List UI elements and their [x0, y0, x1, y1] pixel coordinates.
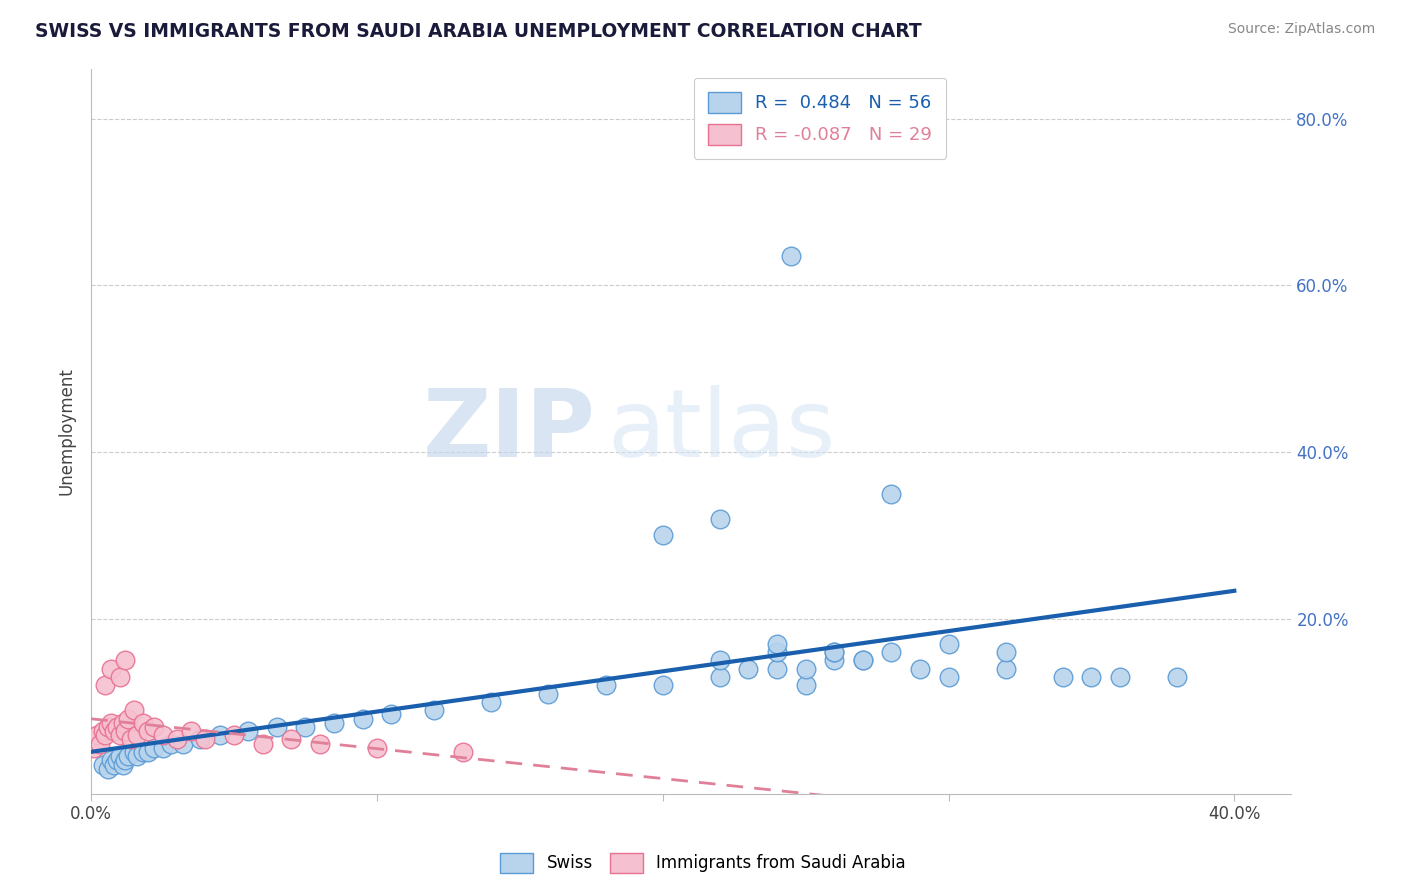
Point [766, 637, 789, 651]
Point [108, 728, 131, 742]
Point [180, 724, 202, 739]
Point [108, 749, 131, 764]
Point [880, 645, 903, 659]
Point [103, 724, 125, 739]
Legend: R =  0.484   N = 56, R = -0.087   N = 29: R = 0.484 N = 56, R = -0.087 N = 29 [693, 78, 946, 159]
Point [194, 732, 217, 747]
Point [94, 728, 117, 742]
Point [188, 732, 211, 747]
Point [97, 762, 120, 776]
Point [794, 678, 817, 692]
Point [111, 715, 134, 730]
Point [366, 740, 388, 755]
Point [160, 737, 183, 751]
Point [143, 720, 166, 734]
Point [780, 249, 803, 263]
Point [994, 662, 1017, 676]
Point [709, 511, 731, 525]
Point [100, 662, 122, 676]
Point [479, 695, 502, 709]
Point [709, 653, 731, 667]
Point [766, 645, 789, 659]
Point [1109, 670, 1132, 684]
Point [117, 749, 139, 764]
Point [651, 528, 673, 542]
Point [152, 728, 174, 742]
Point [125, 749, 148, 764]
Point [105, 753, 128, 767]
Point [100, 753, 122, 767]
Point [105, 720, 128, 734]
Point [114, 724, 136, 739]
Point [1166, 670, 1188, 684]
Point [323, 715, 346, 730]
Point [537, 687, 560, 701]
Point [172, 737, 194, 751]
Text: Source: ZipAtlas.com: Source: ZipAtlas.com [1227, 22, 1375, 37]
Point [166, 732, 188, 747]
Point [136, 724, 159, 739]
Point [120, 732, 142, 747]
Legend: Swiss, Immigrants from Saudi Arabia: Swiss, Immigrants from Saudi Arabia [494, 847, 912, 880]
Text: atlas: atlas [607, 385, 835, 477]
Point [352, 712, 374, 726]
Point [938, 637, 960, 651]
Point [222, 728, 245, 742]
Point [117, 712, 139, 726]
Point [595, 678, 617, 692]
Point [143, 740, 166, 755]
Point [94, 678, 117, 692]
Point [1080, 670, 1102, 684]
Point [451, 745, 474, 759]
Point [131, 745, 153, 759]
Point [794, 662, 817, 676]
Point [938, 670, 960, 684]
Point [423, 703, 446, 717]
Point [280, 732, 302, 747]
Point [86, 728, 108, 742]
Point [1052, 670, 1074, 684]
Point [97, 720, 120, 734]
Point [131, 715, 153, 730]
Point [651, 678, 673, 692]
Point [308, 737, 330, 751]
Point [709, 670, 731, 684]
Point [108, 670, 131, 684]
Point [766, 662, 789, 676]
Point [294, 720, 316, 734]
Point [89, 737, 111, 751]
Point [908, 662, 931, 676]
Point [100, 715, 122, 730]
Point [852, 653, 875, 667]
Point [83, 740, 105, 755]
Point [136, 745, 159, 759]
Point [252, 737, 274, 751]
Point [852, 653, 875, 667]
Point [238, 724, 260, 739]
Point [91, 724, 114, 739]
Point [737, 662, 759, 676]
Point [380, 707, 402, 722]
Point [823, 653, 845, 667]
Text: ZIP: ZIP [422, 385, 595, 477]
Point [122, 745, 145, 759]
Point [114, 653, 136, 667]
Point [91, 757, 114, 772]
Point [823, 645, 845, 659]
Y-axis label: Unemployment: Unemployment [58, 368, 75, 495]
Point [823, 645, 845, 659]
Point [103, 757, 125, 772]
Text: SWISS VS IMMIGRANTS FROM SAUDI ARABIA UNEMPLOYMENT CORRELATION CHART: SWISS VS IMMIGRANTS FROM SAUDI ARABIA UN… [35, 22, 922, 41]
Point [122, 703, 145, 717]
Point [111, 757, 134, 772]
Point [266, 720, 288, 734]
Point [880, 486, 903, 500]
Point [152, 740, 174, 755]
Point [994, 645, 1017, 659]
Point [114, 753, 136, 767]
Point [208, 728, 231, 742]
Point [125, 728, 148, 742]
